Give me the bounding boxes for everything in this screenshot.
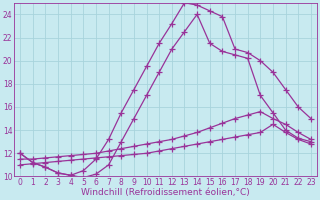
X-axis label: Windchill (Refroidissement éolien,°C): Windchill (Refroidissement éolien,°C) bbox=[81, 188, 250, 197]
